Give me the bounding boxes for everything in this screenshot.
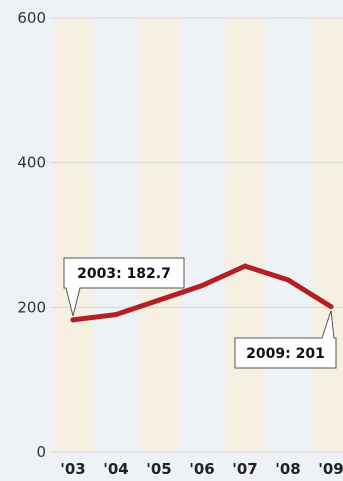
- x-tick-label: '09: [318, 460, 343, 478]
- y-tick-label: 600: [17, 9, 46, 27]
- callout-label: 2003: 182.7: [77, 266, 171, 282]
- year-band: [311, 18, 343, 452]
- year-band: [53, 18, 93, 452]
- callout-box: [63, 257, 185, 316]
- data-point: [70, 317, 76, 323]
- x-tick-label: '03: [60, 460, 85, 478]
- y-tick-label: 200: [17, 298, 46, 316]
- callout-label: 2009: 201: [246, 346, 325, 362]
- data-point: [199, 283, 205, 289]
- data-point: [113, 312, 119, 318]
- y-tick-label: 400: [17, 154, 46, 172]
- x-tick-label: '06: [189, 460, 214, 478]
- callout-box: [234, 310, 337, 369]
- year-band: [139, 18, 179, 452]
- x-tick-label: '04: [103, 460, 128, 478]
- data-point: [242, 263, 248, 269]
- x-tick-label: '07: [232, 460, 257, 478]
- data-point: [156, 297, 162, 303]
- x-tick-label: '05: [146, 460, 171, 478]
- x-tick-label: '08: [275, 460, 300, 478]
- year-band: [225, 18, 265, 452]
- data-point: [328, 304, 334, 310]
- y-tick-label: 0: [36, 443, 46, 461]
- data-point: [285, 277, 291, 283]
